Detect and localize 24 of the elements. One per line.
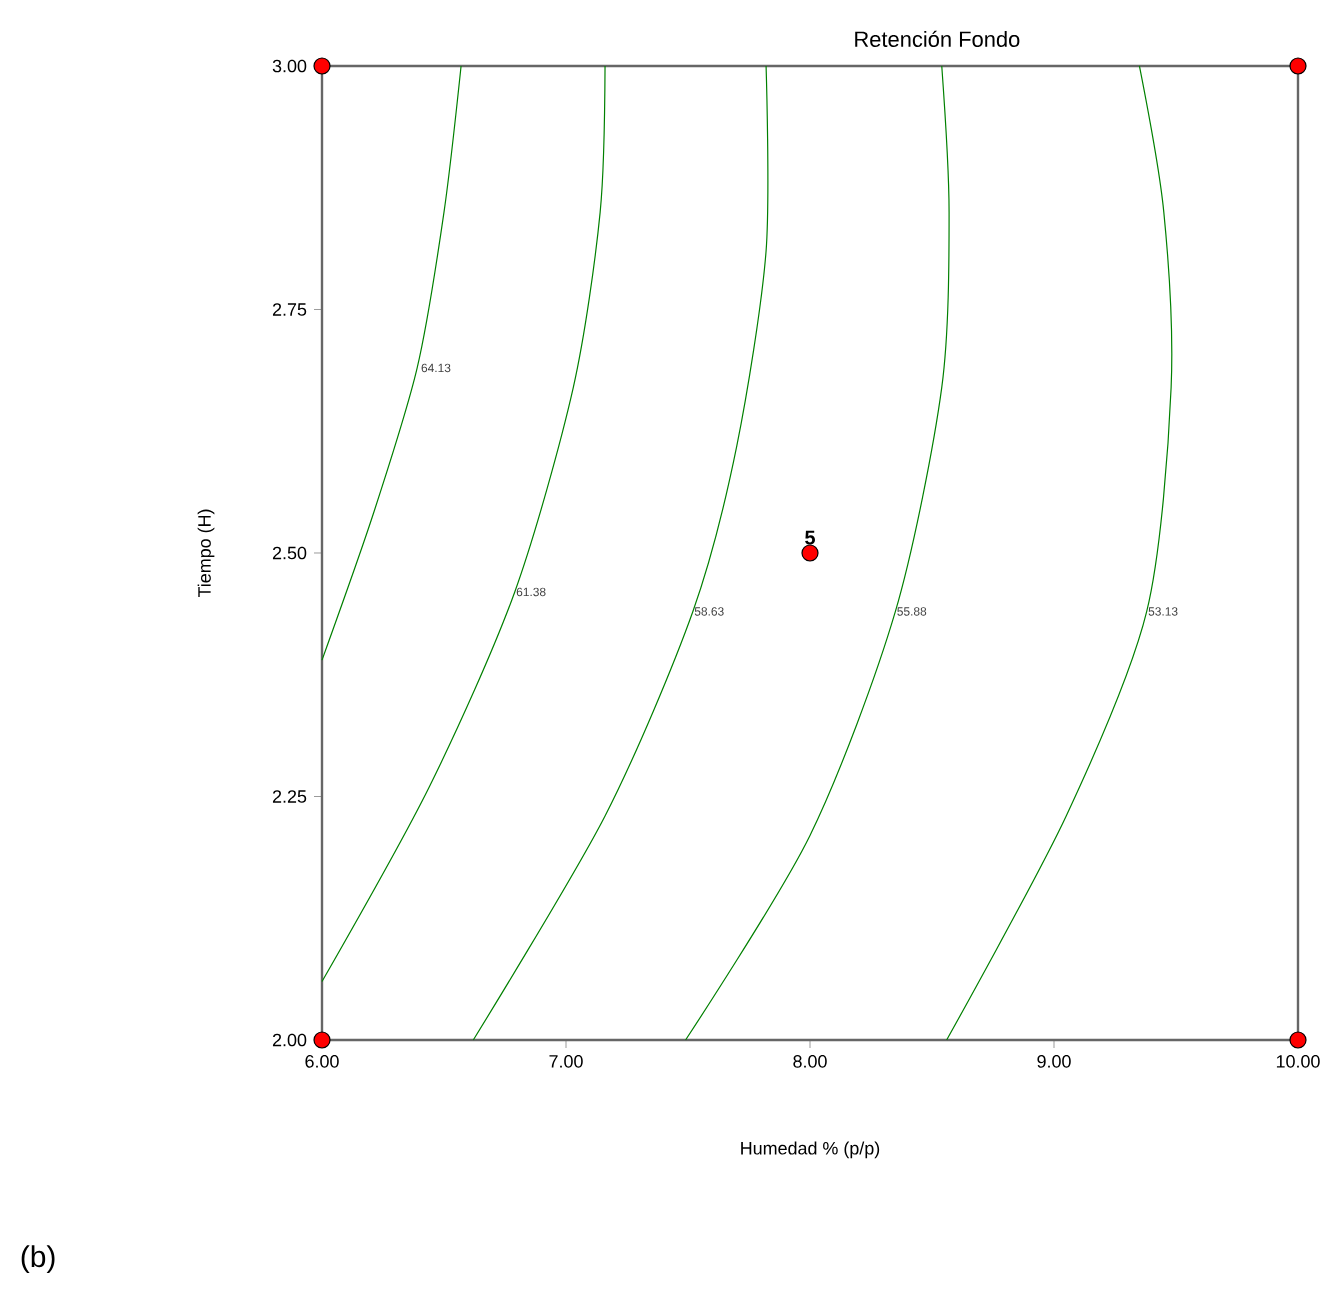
- x-tick-label: 8.00: [793, 1055, 827, 1068]
- x-axis-title: Humedad % (p/p): [741, 1141, 880, 1159]
- x-tick-label: 10.00: [1276, 1055, 1320, 1068]
- line-series: [472, 65, 769, 1041]
- point: [1289, 57, 1307, 75]
- text: (b): [21, 1245, 55, 1274]
- y-axis-title: Tiempo (H): [197, 509, 215, 598]
- y-tick-label: 2.75: [272, 303, 307, 316]
- x-tick-label: 6.00: [305, 1055, 339, 1068]
- line-series: [684, 65, 950, 1041]
- point: [1289, 1031, 1307, 1049]
- point: [313, 1031, 331, 1049]
- x-tick-label: 9.00: [1037, 1055, 1071, 1068]
- chart-title: Retención Fondo: [855, 30, 1020, 47]
- y-tick-label: 2.50: [272, 546, 307, 560]
- annotation: 5: [805, 530, 815, 545]
- point: [313, 57, 331, 75]
- x-tick-label: 7.00: [549, 1055, 583, 1068]
- point: [801, 544, 819, 562]
- line-series: [321, 65, 606, 983]
- y-tick-label: 3.00: [272, 59, 307, 73]
- line-series: [321, 65, 462, 661]
- y-tick-label: 2.00: [272, 1033, 307, 1047]
- y-tick-label: 2.25: [272, 790, 307, 803]
